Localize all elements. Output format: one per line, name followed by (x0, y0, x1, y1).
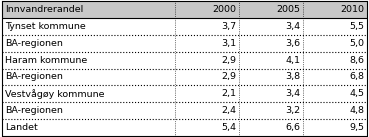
Text: 6,6: 6,6 (285, 123, 300, 132)
Text: 5,4: 5,4 (221, 123, 236, 132)
Text: 2,9: 2,9 (221, 72, 236, 82)
Text: 3,2: 3,2 (285, 106, 300, 115)
Text: Vestvågøy kommune: Vestvågøy kommune (5, 89, 104, 99)
Text: 3,4: 3,4 (285, 22, 300, 31)
Text: Innvandrerandel: Innvandrerandel (5, 5, 83, 14)
Bar (2, 119, 367, 136)
Bar (2, 102, 367, 119)
Text: 2,4: 2,4 (221, 106, 236, 115)
Text: 5,5: 5,5 (349, 22, 364, 31)
Text: 4,1: 4,1 (285, 55, 300, 65)
Text: 2010: 2010 (340, 5, 364, 14)
Text: Haram kommune: Haram kommune (5, 55, 87, 65)
Text: 3,8: 3,8 (285, 72, 300, 82)
Text: 2,9: 2,9 (221, 55, 236, 65)
Text: 5,0: 5,0 (349, 39, 364, 48)
Text: 3,6: 3,6 (285, 39, 300, 48)
Text: 3,7: 3,7 (221, 22, 236, 31)
Text: 3,1: 3,1 (221, 39, 236, 48)
Text: 2,1: 2,1 (221, 89, 236, 98)
Bar (2, 85, 367, 102)
Text: 9,5: 9,5 (349, 123, 364, 132)
Text: 4,8: 4,8 (349, 106, 364, 115)
Text: 2000: 2000 (212, 5, 236, 14)
Bar (2, 52, 367, 68)
Text: BA-regionen: BA-regionen (5, 72, 63, 82)
Text: 4,5: 4,5 (349, 89, 364, 98)
Bar (2, 1, 367, 18)
Bar (2, 68, 367, 85)
Text: 2005: 2005 (276, 5, 300, 14)
Text: BA-regionen: BA-regionen (5, 39, 63, 48)
Bar (2, 35, 367, 52)
Text: BA-regionen: BA-regionen (5, 106, 63, 115)
Text: Tynset kommune: Tynset kommune (5, 22, 86, 31)
Text: 6,8: 6,8 (349, 72, 364, 82)
Text: Landet: Landet (5, 123, 38, 132)
Text: 8,6: 8,6 (349, 55, 364, 65)
Bar (2, 18, 367, 35)
Text: 3,4: 3,4 (285, 89, 300, 98)
